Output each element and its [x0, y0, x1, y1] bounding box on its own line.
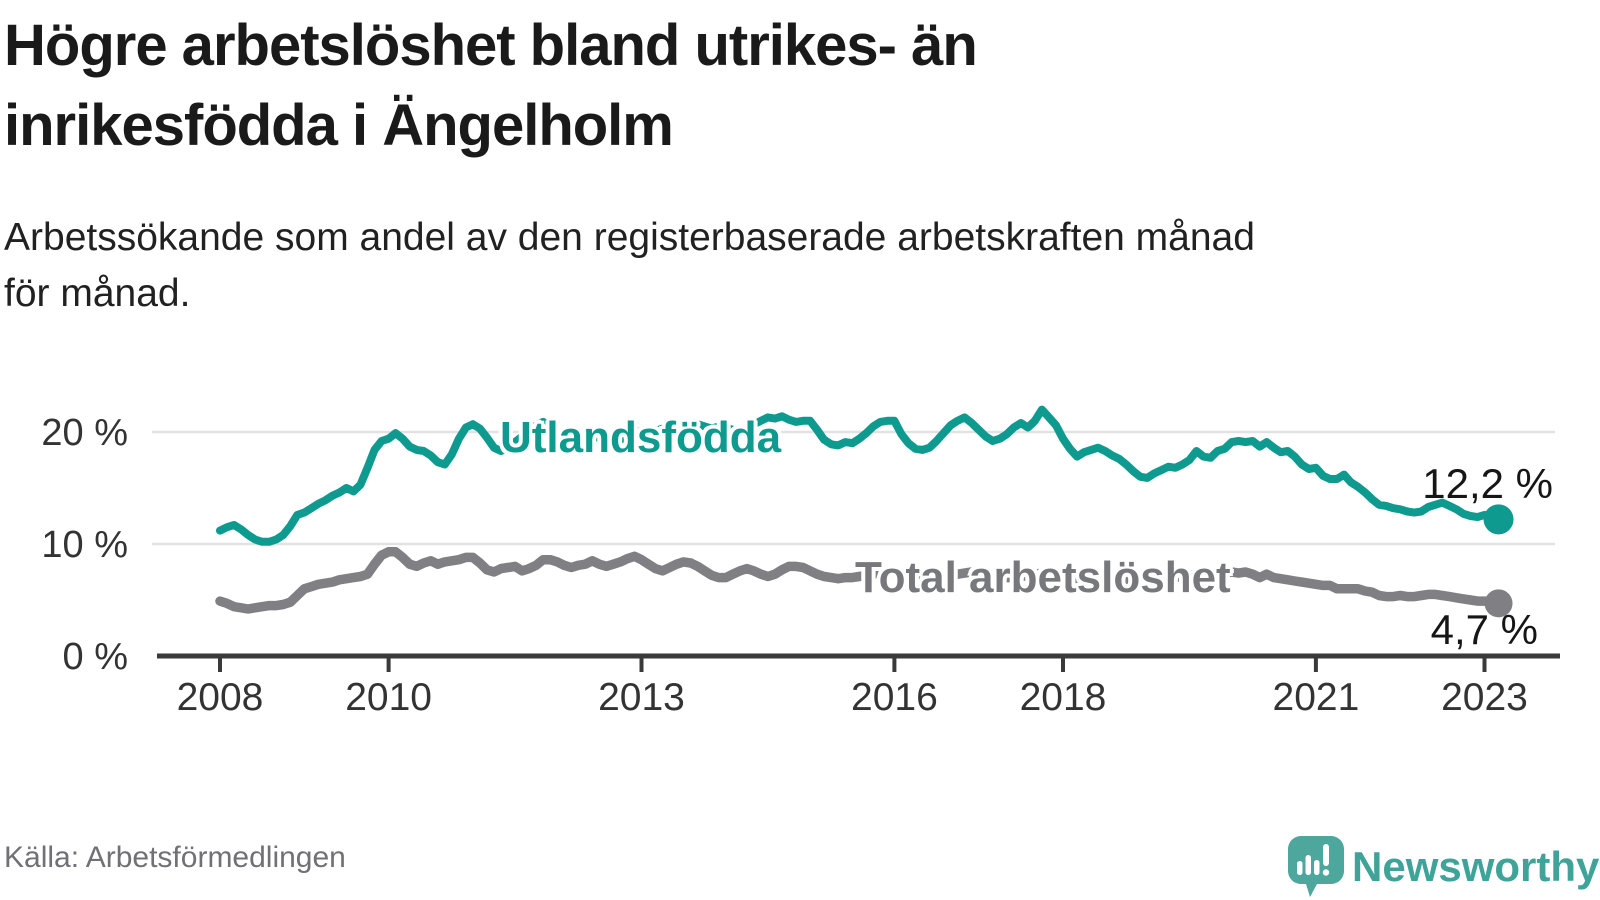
chart-title: Högre arbetslöshet bland utrikes- än inr…	[4, 6, 1564, 166]
x-tick-label-2018: 2018	[1020, 676, 1107, 719]
logo-bar-3	[1314, 860, 1320, 875]
x-tick-label-2021: 2021	[1273, 676, 1360, 719]
x-tick-label-2010: 2010	[345, 676, 432, 719]
chart-title-line2: inrikesfödda i Ängelholm	[4, 93, 674, 158]
chart-subtitle: Arbetssökande som andel av den registerb…	[4, 210, 1564, 322]
series-line-total	[215, 547, 1504, 614]
series-end-dot-utlandsfodda	[1483, 504, 1514, 535]
chart-subtitle-line1: Arbetssökande som andel av den registerb…	[4, 216, 1255, 259]
series-end-dot-total	[1484, 589, 1513, 618]
y-tick-label-10: 10 %	[41, 524, 128, 566]
series-label-total-arbetsloshet: Total arbetslöshet	[855, 553, 1231, 602]
x-tick-label-2016: 2016	[851, 676, 938, 719]
newsworthy-logo-icon	[1288, 836, 1344, 897]
end-value-label-total: 4,7 %	[1430, 606, 1538, 653]
chart-title-line1: Högre arbetslöshet bland utrikes- än	[4, 13, 978, 78]
end-value-label-utlandsfodda: 12,2 %	[1422, 460, 1553, 507]
x-tick-label-2013: 2013	[598, 676, 685, 719]
newsworthy-wordmark: Newsworthy	[1352, 843, 1600, 890]
logo-exclamation-bar	[1323, 844, 1329, 866]
y-tick-label-0: 0 %	[63, 636, 128, 678]
logo-bar-1	[1297, 861, 1303, 875]
chart-subtitle-line2: för månad.	[4, 272, 191, 315]
x-tick-label-2023: 2023	[1441, 676, 1528, 719]
y-tick-label-20: 20 %	[41, 412, 128, 454]
x-tick-label-2008: 2008	[177, 676, 264, 719]
series-label-utlandsfodda: Utlandsfödda	[500, 413, 782, 462]
logo-bar-2	[1305, 855, 1311, 875]
logo-exclamation-dot	[1322, 869, 1330, 876]
source-attribution: Källa: Arbetsförmedlingen	[4, 841, 346, 874]
series-line-utlandsfodda	[216, 405, 1503, 546]
